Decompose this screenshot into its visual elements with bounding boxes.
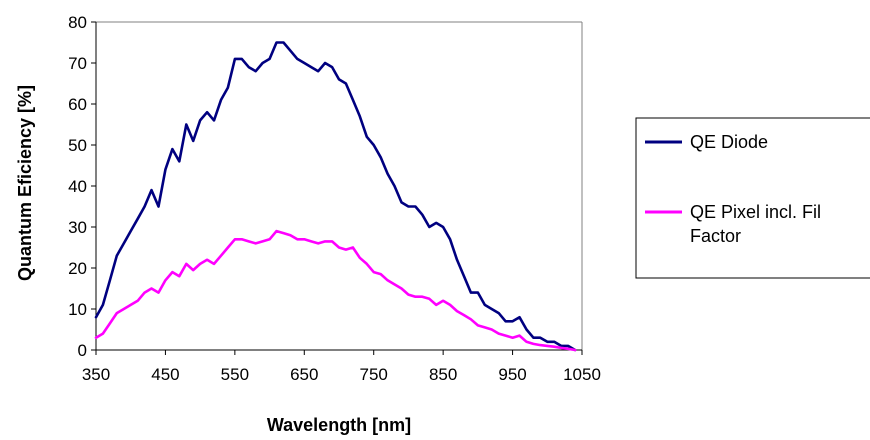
y-tick-label: 10 bbox=[68, 300, 87, 319]
x-axis: 350 450 550 650 750 850 950 1050 bbox=[82, 350, 601, 384]
y-axis-title: Quantum Eficiency [%] bbox=[15, 85, 35, 281]
x-axis-title: Wavelength [nm] bbox=[267, 415, 411, 435]
y-tick-label: 60 bbox=[68, 95, 87, 114]
plot-area bbox=[95, 21, 583, 351]
legend: QE Diode QE Pixel incl. Fil Factor bbox=[635, 117, 870, 279]
series-layer bbox=[94, 41, 577, 352]
y-tick-label: 30 bbox=[68, 218, 87, 237]
x-tick-label: 950 bbox=[498, 365, 526, 384]
x-tick-label: 550 bbox=[221, 365, 249, 384]
legend-label-qe-diode: QE Diode bbox=[690, 132, 768, 152]
x-tick-label: 450 bbox=[151, 365, 179, 384]
y-tick-label: 70 bbox=[68, 54, 87, 73]
y-tick-label: 0 bbox=[78, 341, 87, 360]
x-tick-label: 350 bbox=[82, 365, 110, 384]
x-tick-label: 1050 bbox=[563, 365, 601, 384]
legend-label-qe-pixel-line1: QE Pixel incl. Fil bbox=[690, 202, 821, 222]
y-tick-label: 40 bbox=[68, 177, 87, 196]
series-line-qe-pixel bbox=[94, 229, 577, 352]
x-tick-label: 750 bbox=[360, 365, 388, 384]
legend-box bbox=[635, 117, 870, 279]
x-tick-label: 650 bbox=[290, 365, 318, 384]
y-tick-label: 20 bbox=[68, 259, 87, 278]
y-tick-label: 80 bbox=[68, 13, 87, 32]
y-axis: 0 10 20 30 40 50 60 70 80 bbox=[68, 13, 96, 360]
legend-label-qe-pixel-line2: Factor bbox=[690, 226, 741, 246]
y-tick-label: 50 bbox=[68, 136, 87, 155]
x-tick-label: 850 bbox=[429, 365, 457, 384]
series-line-qe-diode bbox=[94, 41, 577, 352]
legend-label-qe-pixel: QE Pixel incl. Fil Factor bbox=[690, 202, 826, 246]
